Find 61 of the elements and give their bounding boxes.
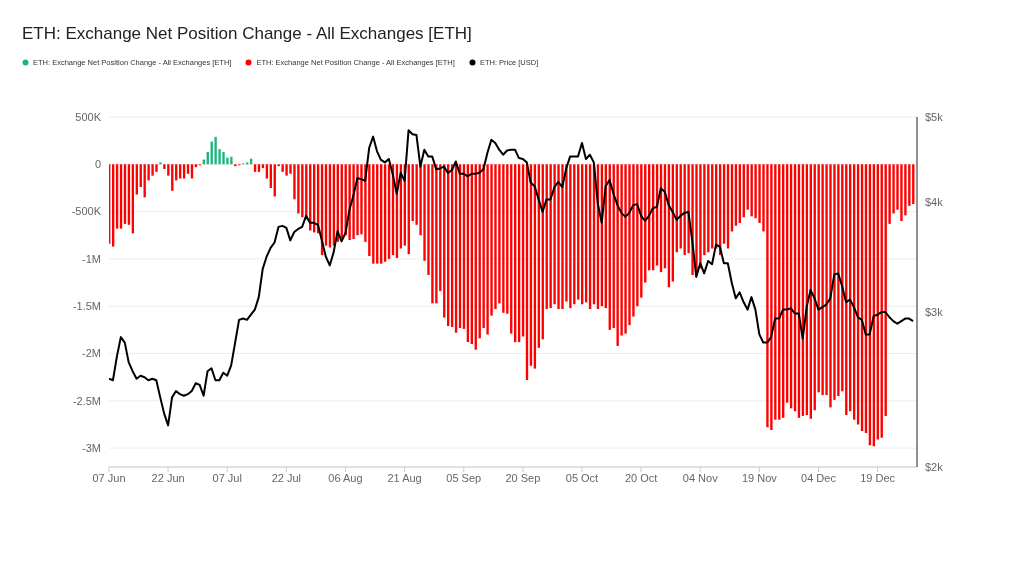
y-tick-label: -2.5M bbox=[72, 394, 101, 407]
bar bbox=[766, 164, 769, 428]
x-tick-label: 07 Jul bbox=[212, 471, 242, 484]
y-tick-label: 0 bbox=[94, 158, 101, 171]
bar bbox=[569, 164, 572, 309]
x-tick-label: 04 Nov bbox=[682, 471, 719, 484]
y2-tick-label: $2k bbox=[925, 460, 944, 473]
y-tick-label: 500K bbox=[75, 110, 102, 123]
x-tick-label: 21 Aug bbox=[387, 471, 422, 484]
bar bbox=[553, 164, 556, 305]
bar bbox=[435, 164, 438, 304]
bar bbox=[549, 164, 552, 309]
bar bbox=[754, 164, 757, 219]
bar bbox=[750, 164, 753, 217]
bar bbox=[281, 164, 284, 172]
bar bbox=[285, 164, 288, 176]
bar bbox=[297, 164, 300, 214]
bar bbox=[151, 164, 154, 176]
y-tick-label: -1.5M bbox=[72, 300, 101, 313]
bar bbox=[356, 164, 359, 236]
bar bbox=[683, 164, 686, 256]
y-tick-label: -500K bbox=[71, 205, 102, 218]
bar bbox=[214, 136, 217, 165]
bar bbox=[821, 164, 824, 396]
y-tick-label: -2M bbox=[82, 347, 101, 360]
x-tick-label: 20 Sep bbox=[505, 471, 541, 484]
chart-title: ETH: Exchange Net Position Change - All Exchanges [ETH] bbox=[22, 24, 472, 44]
y-tick-label: -1M bbox=[82, 252, 101, 265]
bar bbox=[900, 164, 903, 222]
x-tick-label: 05 Sep bbox=[446, 471, 482, 484]
bar bbox=[186, 164, 190, 174]
y2-tick-label: $5k bbox=[925, 110, 944, 123]
bar bbox=[301, 164, 304, 218]
bar bbox=[561, 164, 564, 310]
bar bbox=[616, 164, 619, 346]
line-series bbox=[109, 129, 915, 427]
bar bbox=[502, 164, 505, 313]
bar bbox=[222, 152, 225, 165]
x-tick-label: 04 Dec bbox=[801, 471, 837, 484]
bar bbox=[770, 164, 773, 431]
bar bbox=[837, 164, 840, 397]
x-tick-label: 19 Nov bbox=[741, 471, 778, 484]
y-tick-label: -3M bbox=[82, 441, 101, 454]
x-tick-label: 05 Oct bbox=[565, 471, 599, 484]
x-tick-label: 22 Jun bbox=[151, 471, 185, 484]
bar bbox=[699, 164, 702, 269]
bar bbox=[431, 164, 434, 304]
bar bbox=[557, 164, 560, 310]
bar bbox=[695, 164, 698, 273]
bar bbox=[230, 156, 233, 165]
bar bbox=[829, 164, 832, 408]
x-tick-label: 07 Jun bbox=[92, 471, 126, 484]
bar bbox=[624, 164, 627, 334]
x-tick-label: 19 Dec bbox=[860, 471, 896, 484]
bar bbox=[155, 164, 158, 172]
y2-tick-label: $3k bbox=[925, 306, 944, 319]
x-tick-label: 06 Aug bbox=[328, 471, 363, 484]
y2-tick-label: $4k bbox=[925, 196, 944, 209]
x-tick-label: 20 Oct bbox=[624, 471, 658, 484]
x-tick-label: 22 Jul bbox=[271, 471, 302, 484]
bar bbox=[486, 164, 489, 335]
